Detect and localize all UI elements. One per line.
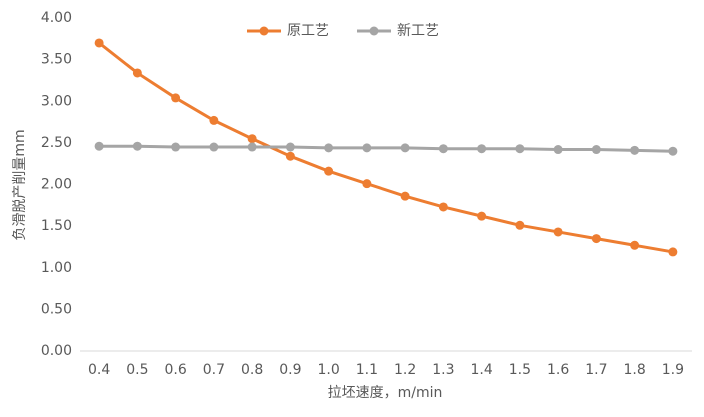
data-point bbox=[247, 134, 257, 144]
data-point bbox=[630, 240, 640, 250]
x-tick-label: 1.4 bbox=[470, 362, 492, 378]
x-tick-label: 1.1 bbox=[356, 362, 378, 378]
legend-marker bbox=[259, 26, 269, 36]
x-tick-label: 1.7 bbox=[585, 362, 607, 378]
x-tick-label: 0.6 bbox=[164, 362, 186, 378]
data-point bbox=[515, 220, 525, 230]
data-point bbox=[362, 179, 372, 189]
data-point bbox=[132, 68, 142, 78]
data-point bbox=[94, 141, 104, 151]
data-point bbox=[591, 145, 601, 155]
data-point bbox=[477, 144, 487, 154]
series-line bbox=[98, 41, 674, 254]
data-point bbox=[400, 143, 410, 153]
data-point bbox=[209, 115, 219, 125]
x-tick-label: 1.9 bbox=[662, 362, 684, 378]
data-point bbox=[438, 144, 448, 154]
y-tick-label: 2.00 bbox=[41, 177, 72, 193]
x-axis-title: 拉坯速度，m/min bbox=[328, 385, 443, 401]
legend-label: 原工艺 bbox=[287, 23, 329, 39]
x-tick-label: 1.5 bbox=[509, 362, 531, 378]
y-tick-label: 3.00 bbox=[41, 93, 72, 109]
x-tick-label: 1.0 bbox=[317, 362, 339, 378]
data-point bbox=[438, 202, 448, 212]
x-tick-label: 0.8 bbox=[241, 362, 263, 378]
legend-marker bbox=[369, 26, 379, 36]
y-tick-label: 3.50 bbox=[41, 52, 72, 68]
y-tick-label: 0.50 bbox=[41, 301, 72, 317]
data-point bbox=[668, 247, 678, 257]
data-point bbox=[285, 151, 295, 161]
data-point bbox=[591, 234, 601, 244]
y-tick-label: 1.00 bbox=[41, 260, 72, 276]
x-tick-label: 1.8 bbox=[623, 362, 645, 378]
x-tick-label: 0.5 bbox=[126, 362, 148, 378]
series-line bbox=[99, 144, 673, 153]
x-tick-label: 0.9 bbox=[279, 362, 301, 378]
data-point bbox=[477, 211, 487, 221]
data-point bbox=[132, 141, 142, 151]
data-point bbox=[209, 142, 219, 152]
x-tick-label: 1.6 bbox=[547, 362, 569, 378]
y-tick-label: 1.50 bbox=[41, 218, 72, 234]
data-point bbox=[171, 142, 181, 152]
y-axis-title: 负滑脱产削量mm bbox=[11, 129, 28, 240]
x-tick-label: 0.4 bbox=[88, 362, 110, 378]
data-point bbox=[362, 143, 372, 153]
data-point bbox=[553, 145, 563, 155]
data-point bbox=[324, 143, 334, 153]
y-tick-label: 4.00 bbox=[41, 10, 72, 26]
y-tick-label: 2.50 bbox=[41, 135, 72, 151]
data-point bbox=[94, 38, 104, 48]
data-point bbox=[247, 142, 257, 152]
data-point bbox=[324, 166, 334, 176]
data-point bbox=[515, 144, 525, 154]
x-tick-label: 1.3 bbox=[432, 362, 454, 378]
data-point bbox=[553, 227, 563, 237]
x-tick-label: 0.7 bbox=[203, 362, 225, 378]
data-point bbox=[285, 142, 295, 152]
data-point bbox=[630, 145, 640, 155]
data-point bbox=[400, 191, 410, 201]
legend-label: 新工艺 bbox=[397, 23, 439, 39]
x-tick-label: 1.2 bbox=[394, 362, 416, 378]
data-point bbox=[171, 93, 181, 103]
y-tick-label: 0.00 bbox=[41, 343, 72, 359]
data-point bbox=[668, 146, 678, 156]
